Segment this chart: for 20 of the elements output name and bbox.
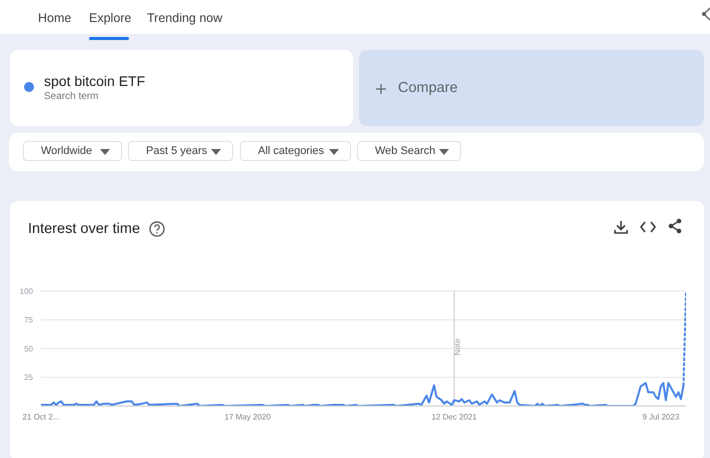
x-tick-label: 12 Dec 2021 bbox=[432, 412, 478, 422]
text: Home bbox=[38, 11, 72, 25]
y-tick-label: 100 bbox=[20, 286, 34, 296]
x-tick-label: 17 May 2020 bbox=[224, 412, 272, 422]
y-tick-label: 75 bbox=[24, 316, 34, 325]
x-tick-label: 9 Jul 2023 bbox=[642, 412, 680, 422]
text: Trending now bbox=[147, 11, 222, 25]
text: Search term bbox=[44, 91, 98, 102]
text: Web Search bbox=[375, 145, 436, 157]
y-tick-label: 50 bbox=[24, 344, 34, 354]
text: All categories bbox=[258, 145, 324, 157]
chart-title: Interest over time bbox=[28, 221, 140, 237]
x-tick-label: 21 Oct 2... bbox=[22, 412, 60, 422]
text: Worldwide bbox=[41, 145, 92, 157]
text: Compare bbox=[398, 80, 458, 96]
text: Explore bbox=[89, 11, 132, 25]
y-tick-label: 25 bbox=[24, 373, 34, 382]
text: Past 5 years bbox=[146, 145, 208, 157]
legend-label: spot bitcoin ETF bbox=[44, 73, 146, 89]
ref-line-label: Note bbox=[453, 338, 462, 356]
